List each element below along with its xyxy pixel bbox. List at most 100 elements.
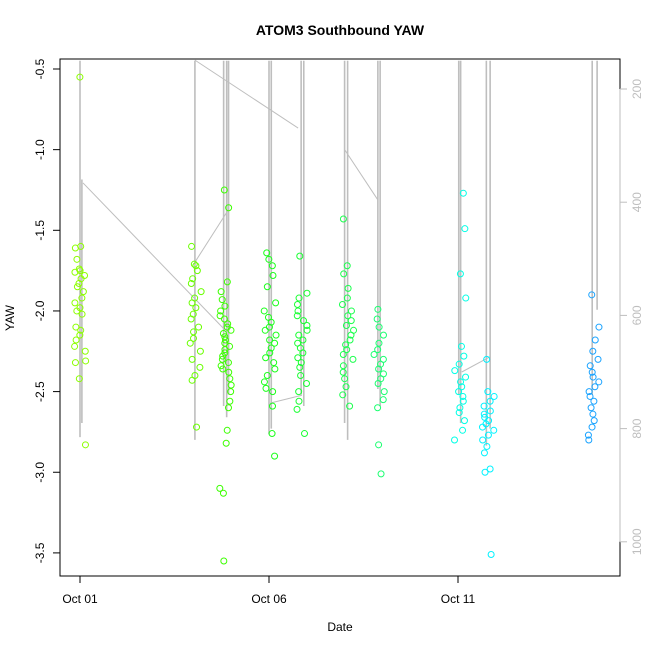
data-point <box>380 388 388 396</box>
data-point <box>269 271 277 279</box>
data-point <box>487 551 495 559</box>
data-point <box>377 470 385 478</box>
data-point <box>486 397 494 405</box>
data-point <box>271 339 279 347</box>
data-point <box>591 383 599 391</box>
data-point <box>72 323 80 331</box>
data-point <box>189 334 197 342</box>
data-point <box>192 304 200 312</box>
data-point <box>216 312 224 320</box>
data-point <box>196 363 204 371</box>
data-point <box>486 465 494 473</box>
data-point <box>375 339 383 347</box>
data-point <box>451 367 459 375</box>
data-point <box>78 310 86 318</box>
data-point <box>224 404 232 412</box>
data-point <box>186 339 194 347</box>
data-point <box>459 426 467 434</box>
y-tick-label: -3.0 <box>33 462 47 483</box>
data-point <box>221 336 229 344</box>
axes: Oct 01 Oct 06 Oct 11 -0.5 -1.0 -1.5 -2.0 -2.5 -3… <box>33 58 644 606</box>
data-point <box>456 270 464 278</box>
y-tick-label: -2.5 <box>33 381 47 402</box>
data-point <box>379 331 387 339</box>
y2-tick-label: 1000 <box>630 528 644 555</box>
data-point <box>195 323 203 331</box>
data-point <box>271 452 279 460</box>
data-point <box>262 384 270 392</box>
data-point <box>462 294 470 302</box>
data-point <box>338 300 346 308</box>
data-point <box>78 294 86 302</box>
data-point <box>343 262 351 270</box>
data-point <box>585 388 593 396</box>
data-point <box>343 346 351 354</box>
data-point <box>225 368 233 376</box>
data-point <box>588 423 596 431</box>
data-point <box>272 331 280 339</box>
data-point <box>221 302 229 310</box>
data-point <box>479 436 487 444</box>
data-point <box>490 426 498 434</box>
data-point <box>218 355 226 363</box>
data-point <box>303 321 311 329</box>
data-point <box>293 312 301 320</box>
data-point <box>342 341 350 349</box>
data-point <box>71 299 79 307</box>
data-point <box>269 402 277 410</box>
data-point <box>301 430 309 438</box>
y2-tick-label: 400 <box>630 192 644 212</box>
data-point <box>339 368 347 376</box>
data-point <box>586 362 594 370</box>
data-point <box>490 392 498 400</box>
data-point <box>591 336 599 344</box>
data-point <box>71 342 79 350</box>
data-point <box>483 355 491 363</box>
data-point <box>75 280 83 288</box>
data-point <box>269 388 277 396</box>
data-point <box>227 326 235 334</box>
data-point <box>374 404 382 412</box>
data-point <box>460 352 468 360</box>
data-point <box>343 294 351 302</box>
data-point <box>220 315 228 323</box>
y2-tick-label: 200 <box>630 79 644 99</box>
data-point <box>188 376 196 384</box>
data-point <box>486 407 494 415</box>
data-point <box>270 359 278 367</box>
data-point <box>478 423 486 431</box>
y-tick-label: -1.5 <box>33 220 47 241</box>
data-point <box>224 359 232 367</box>
data-point <box>267 318 275 326</box>
data-point <box>589 410 597 418</box>
data-point <box>220 186 228 194</box>
x-tick-label: Oct 06 <box>251 592 287 606</box>
data-point <box>263 249 271 257</box>
data-point <box>339 391 347 399</box>
data-point <box>370 351 378 359</box>
data-point <box>190 260 198 268</box>
y-axis-label: YAW <box>3 304 17 331</box>
data-point <box>375 323 383 331</box>
data-point <box>483 442 491 450</box>
data-point <box>294 354 302 362</box>
data-point <box>221 346 229 354</box>
data-point <box>347 307 355 315</box>
data-point <box>263 283 271 291</box>
data-point <box>196 347 204 355</box>
data-point <box>262 354 270 362</box>
data-point <box>590 417 598 425</box>
secondary-segment <box>82 182 226 331</box>
data-point <box>71 244 79 252</box>
data-point <box>220 557 228 565</box>
data-point <box>342 383 350 391</box>
y-tick-label: -3.5 <box>33 542 47 563</box>
data-point <box>217 288 225 296</box>
x-axis-label: Date <box>327 620 353 634</box>
data-point <box>484 388 492 396</box>
data-point <box>77 326 85 334</box>
data-point <box>297 371 305 379</box>
data-point <box>460 417 468 425</box>
data-point <box>295 397 303 405</box>
